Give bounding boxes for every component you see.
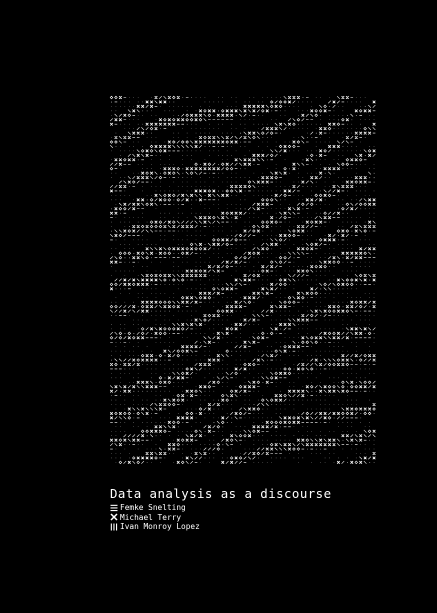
author-item: Ivan Monroy Lopez <box>110 522 200 532</box>
author-name: Ivan Monroy Lopez <box>120 522 200 531</box>
author-name: Femke Snelting <box>120 503 186 512</box>
pattern-line-glyphs <box>109 95 376 465</box>
vertical-lines-icon <box>110 523 118 531</box>
glyph-pattern-artwork <box>109 95 376 466</box>
pattern-cross-glyphs <box>109 95 376 465</box>
horizontal-lines-icon <box>110 504 118 512</box>
cover-title: Data analysis as a discourse <box>110 486 332 501</box>
author-list: Femke Snelting Michael Terry Ivan Monroy… <box>110 503 200 532</box>
author-item: Michael Terry <box>110 513 200 523</box>
glyph-pattern-svg <box>109 95 376 465</box>
author-item: Femke Snelting <box>110 503 200 513</box>
author-name: Michael Terry <box>120 512 182 522</box>
cross-mark-icon <box>110 513 118 521</box>
